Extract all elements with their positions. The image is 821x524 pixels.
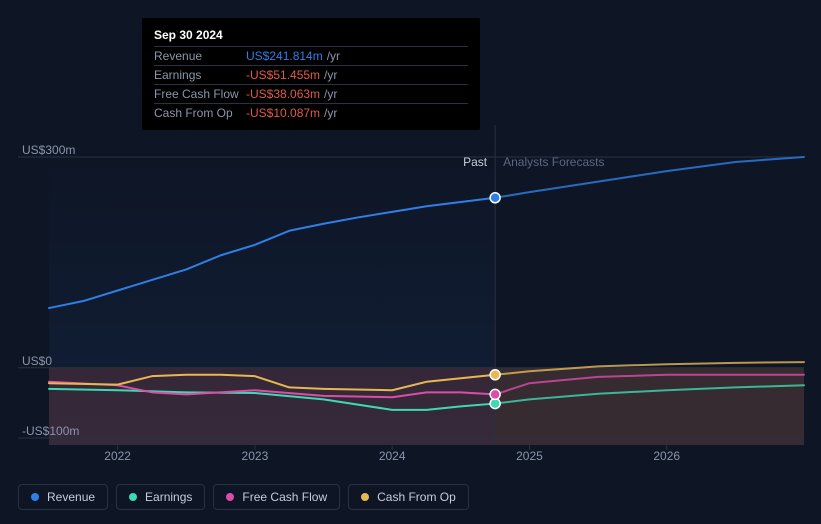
- x-axis-label: 2026: [653, 449, 680, 463]
- tooltip-row: Free Cash Flow-US$38.063m/yr: [154, 84, 468, 103]
- forecast-section-label: Analysts Forecasts: [503, 155, 604, 169]
- tooltip-metric-value: -US$38.063m: [246, 87, 320, 101]
- tooltip-metric-unit: /yr: [327, 49, 340, 63]
- legend-label: Earnings: [145, 490, 192, 504]
- y-axis-label: US$300m: [22, 143, 75, 157]
- legend-item[interactable]: Free Cash Flow: [213, 484, 340, 510]
- legend-item[interactable]: Cash From Op: [348, 484, 469, 510]
- x-axis-label: 2024: [379, 449, 406, 463]
- tooltip-metric-unit: /yr: [324, 106, 337, 120]
- tooltip-metric-value: -US$10.087m: [246, 106, 320, 120]
- legend-item[interactable]: Earnings: [116, 484, 205, 510]
- tooltip-date: Sep 30 2024: [154, 28, 468, 42]
- tooltip-metric-value: -US$51.455m: [246, 68, 320, 82]
- legend-item[interactable]: Revenue: [18, 484, 108, 510]
- tooltip-metric-unit: /yr: [324, 87, 337, 101]
- legend-label: Cash From Op: [377, 490, 456, 504]
- y-axis-label: US$0: [22, 354, 52, 368]
- tooltip-metric-label: Earnings: [154, 68, 246, 82]
- tooltip-row: Cash From Op-US$10.087m/yr: [154, 103, 468, 122]
- legend-dot-icon: [31, 493, 39, 501]
- tooltip-row: Earnings-US$51.455m/yr: [154, 65, 468, 84]
- chart-legend: Revenue Earnings Free Cash Flow Cash From O…: [18, 484, 469, 510]
- x-axis-label: 2025: [516, 449, 543, 463]
- x-axis-label: 2022: [104, 449, 131, 463]
- legend-label: Free Cash Flow: [242, 490, 327, 504]
- x-axis-label: 2023: [242, 449, 269, 463]
- tooltip-row: RevenueUS$241.814m/yr: [154, 46, 468, 65]
- chart-svg: [49, 143, 804, 445]
- chart-tooltip: Sep 30 2024 RevenueUS$241.814m/yrEarning…: [142, 18, 480, 130]
- y-axis-label: -US$100m: [22, 424, 79, 438]
- tooltip-metric-value: US$241.814m: [246, 49, 323, 63]
- tooltip-metric-label: Free Cash Flow: [154, 87, 246, 101]
- tooltip-metric-unit: /yr: [324, 68, 337, 82]
- legend-dot-icon: [361, 493, 369, 501]
- tooltip-metric-label: Cash From Op: [154, 106, 246, 120]
- legend-dot-icon: [226, 493, 234, 501]
- tooltip-metric-label: Revenue: [154, 49, 246, 63]
- past-section-label: Past: [463, 155, 487, 169]
- financial-chart: Past Analysts Forecasts 2022202320242025…: [18, 125, 804, 445]
- legend-label: Revenue: [47, 490, 95, 504]
- legend-dot-icon: [129, 493, 137, 501]
